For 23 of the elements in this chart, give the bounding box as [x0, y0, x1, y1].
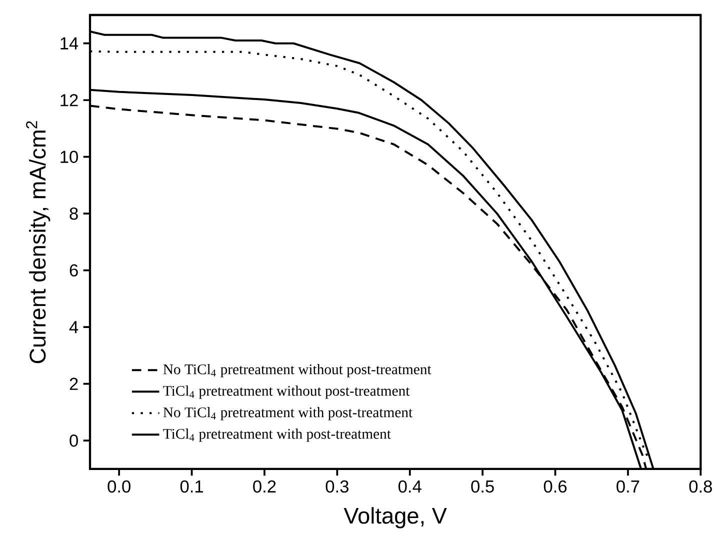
y-tick-label: 0: [70, 434, 78, 447]
y-tick-label: 12: [60, 94, 78, 106]
y-tick-label: 4: [69, 321, 78, 334]
y-tick-label: 10: [60, 150, 78, 164]
x-tick-label: 0.1: [180, 480, 203, 493]
y-tick-label: 2: [70, 378, 78, 390]
x-tick-label: 0.5: [471, 480, 494, 493]
legend-label: No TiCl$_{4}$ pretreatment without post-treatment: [163, 364, 432, 378]
x-tick-label: 0.8: [689, 480, 712, 493]
y-tick-label: 14: [60, 37, 78, 50]
x-tick-label: 0.7: [616, 480, 640, 493]
x-tick-label: 0.6: [544, 480, 567, 493]
legend-label: TiCl$_{4}$ pretreatment without post-treatment: [163, 386, 410, 399]
legend-label: TiCl$_{4}$ pretreatment with post-treatment: [163, 428, 391, 442]
y-tick-label: 6: [70, 264, 78, 276]
x-axis-title: Voltage, V: [344, 507, 447, 528]
x-tick-label: 0.4: [398, 480, 422, 493]
y-tick-label: 8: [70, 207, 78, 220]
x-tick-label: 0.0: [108, 480, 130, 493]
x-tick-label: 0.3: [326, 480, 348, 493]
legend-label: No TiCl$_{4}$ pretreatment with post-treatment: [163, 407, 412, 420]
x-tick-label: 0.2: [253, 480, 276, 493]
y-axis-title: Current density, mA/cm$^{2}$: [26, 121, 50, 364]
